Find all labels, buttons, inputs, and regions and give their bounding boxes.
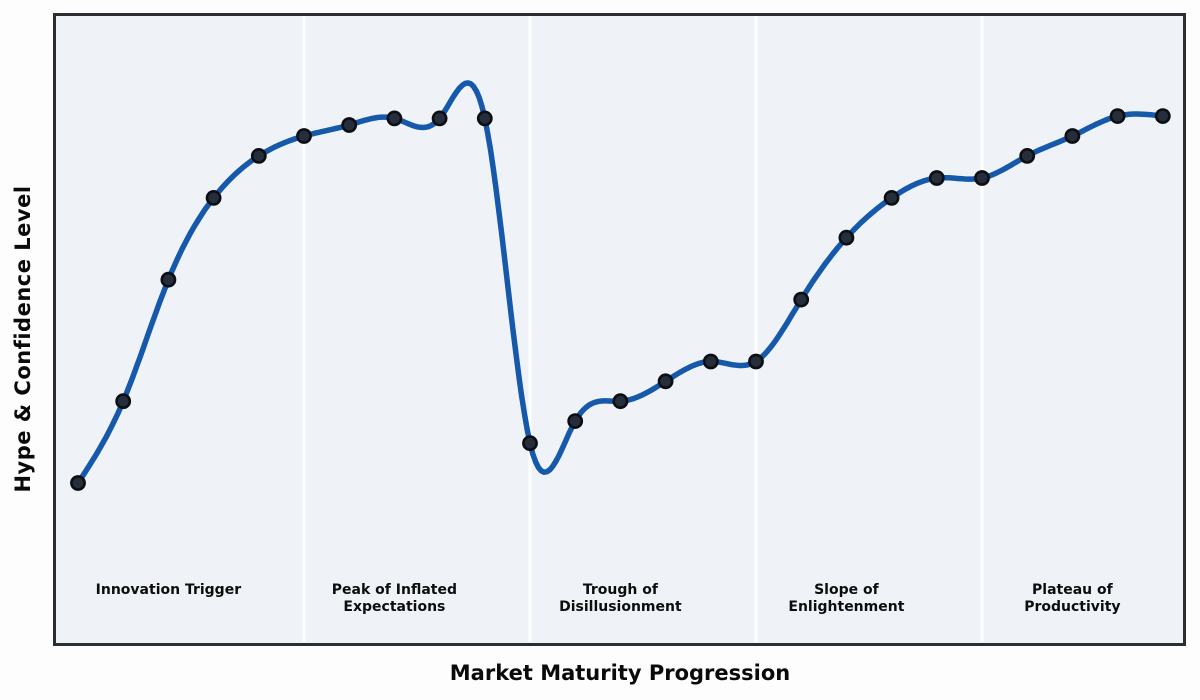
- data-point: [115, 393, 132, 410]
- data-point: [612, 393, 629, 410]
- phase-label-line: Slope of: [814, 582, 879, 598]
- data-point: [1064, 128, 1081, 144]
- phase-label-line: Disillusionment: [559, 598, 682, 615]
- data-point: [838, 229, 855, 246]
- data-point: [522, 435, 538, 452]
- data-point: [160, 271, 177, 288]
- data-point: [386, 110, 403, 127]
- data-point: [883, 189, 900, 206]
- y-axis-label: Hype & Confidence Level: [11, 185, 35, 493]
- data-point: [341, 117, 358, 133]
- phase-label-line: Expectations: [343, 598, 446, 615]
- data-point: [431, 110, 448, 127]
- data-point: [974, 170, 990, 186]
- data-point: [748, 353, 764, 370]
- data-point: [1019, 147, 1036, 164]
- phase-label-peak-of-inflated-expectations: Peak of Inflated Expectations: [332, 582, 457, 615]
- phase-label-line: Plateau of: [1032, 582, 1113, 598]
- phase-label-innovation-trigger: Innovation Trigger: [96, 582, 241, 599]
- data-point: [250, 147, 267, 164]
- data-point: [70, 475, 86, 491]
- phase-label-line: Trough of: [582, 582, 658, 598]
- data-point: [1154, 108, 1171, 124]
- plot-area: [53, 13, 1186, 646]
- phase-label-slope-of-enlightenment: Slope of Enlightenment: [788, 582, 904, 615]
- phase-label-trough-of-disillusionment: Trough of Disillusionment: [559, 582, 682, 615]
- phase-label-line: Innovation Trigger: [95, 582, 242, 598]
- data-point: [567, 413, 584, 429]
- hype-curve-line: [75, 80, 1166, 486]
- phase-label-line: Enlightenment: [788, 598, 905, 615]
- x-axis-label: Market Maturity Progression: [449, 661, 791, 685]
- data-point: [476, 110, 493, 127]
- data-point: [928, 170, 945, 186]
- data-point: [296, 128, 312, 144]
- data-point: [702, 353, 719, 370]
- data-point: [657, 373, 674, 390]
- phase-label-line: Productivity: [1024, 598, 1121, 615]
- phase-label-plateau-of-productivity: Plateau of Productivity: [1024, 582, 1120, 615]
- data-point: [205, 189, 222, 206]
- phase-label-line: Peak of Inflated: [331, 582, 457, 598]
- data-point: [793, 291, 810, 308]
- data-point: [1109, 108, 1126, 124]
